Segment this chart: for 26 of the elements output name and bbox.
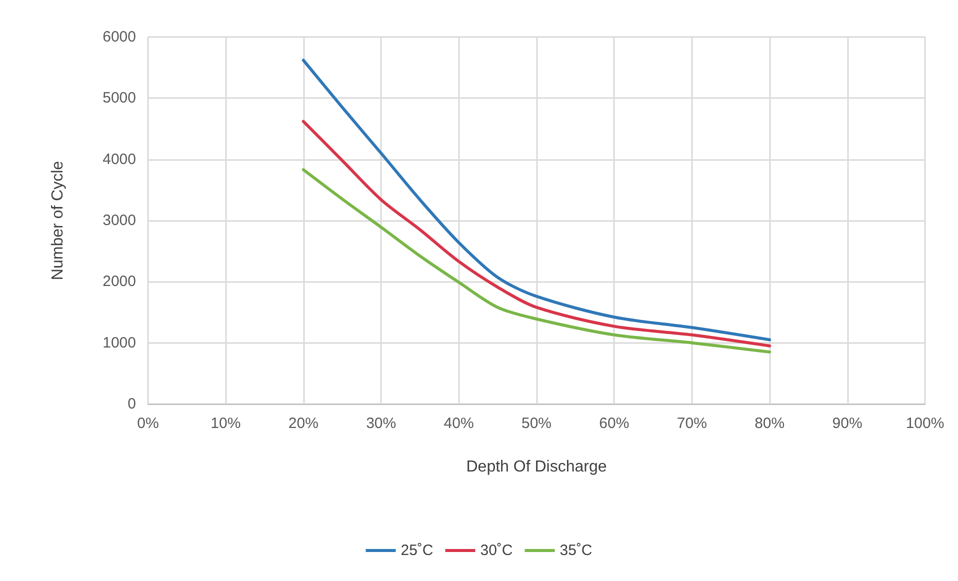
x-tick-label: 30% <box>366 415 396 432</box>
x-tick-label: 60% <box>599 415 630 432</box>
line-series <box>302 120 772 348</box>
y-tick-label: 4000 <box>102 150 136 168</box>
x-tick-label: 90% <box>832 415 862 432</box>
y-tick-label: 0 <box>128 396 136 412</box>
x-tick-label: 0% <box>137 415 159 432</box>
y-tick-label: 2000 <box>102 273 136 290</box>
y-tick-label: 1000 <box>102 334 136 352</box>
y-axis-title: Number of Cycle <box>50 160 66 280</box>
y-tick-label: 5000 <box>102 90 136 107</box>
x-tick-label: 100% <box>906 415 944 432</box>
x-tick-label: 10% <box>210 415 241 432</box>
y-tick-label: 6000 <box>102 28 136 46</box>
x-tick-label: 20% <box>288 415 318 432</box>
line-series <box>302 58 772 342</box>
x-tick-label: 70% <box>676 415 707 432</box>
x-tick-label: 40% <box>444 415 474 432</box>
legend-label: 35˚C <box>560 542 592 559</box>
x-axis-title: Depth Of Discharge <box>466 458 607 476</box>
legend-label: 30˚C <box>480 542 513 559</box>
y-tick-label: 3000 <box>102 212 136 229</box>
line-series <box>302 168 772 354</box>
x-tick-label: 50% <box>521 415 552 432</box>
x-tick-label: 80% <box>754 415 785 432</box>
legend-label: 25˚C <box>400 542 434 559</box>
